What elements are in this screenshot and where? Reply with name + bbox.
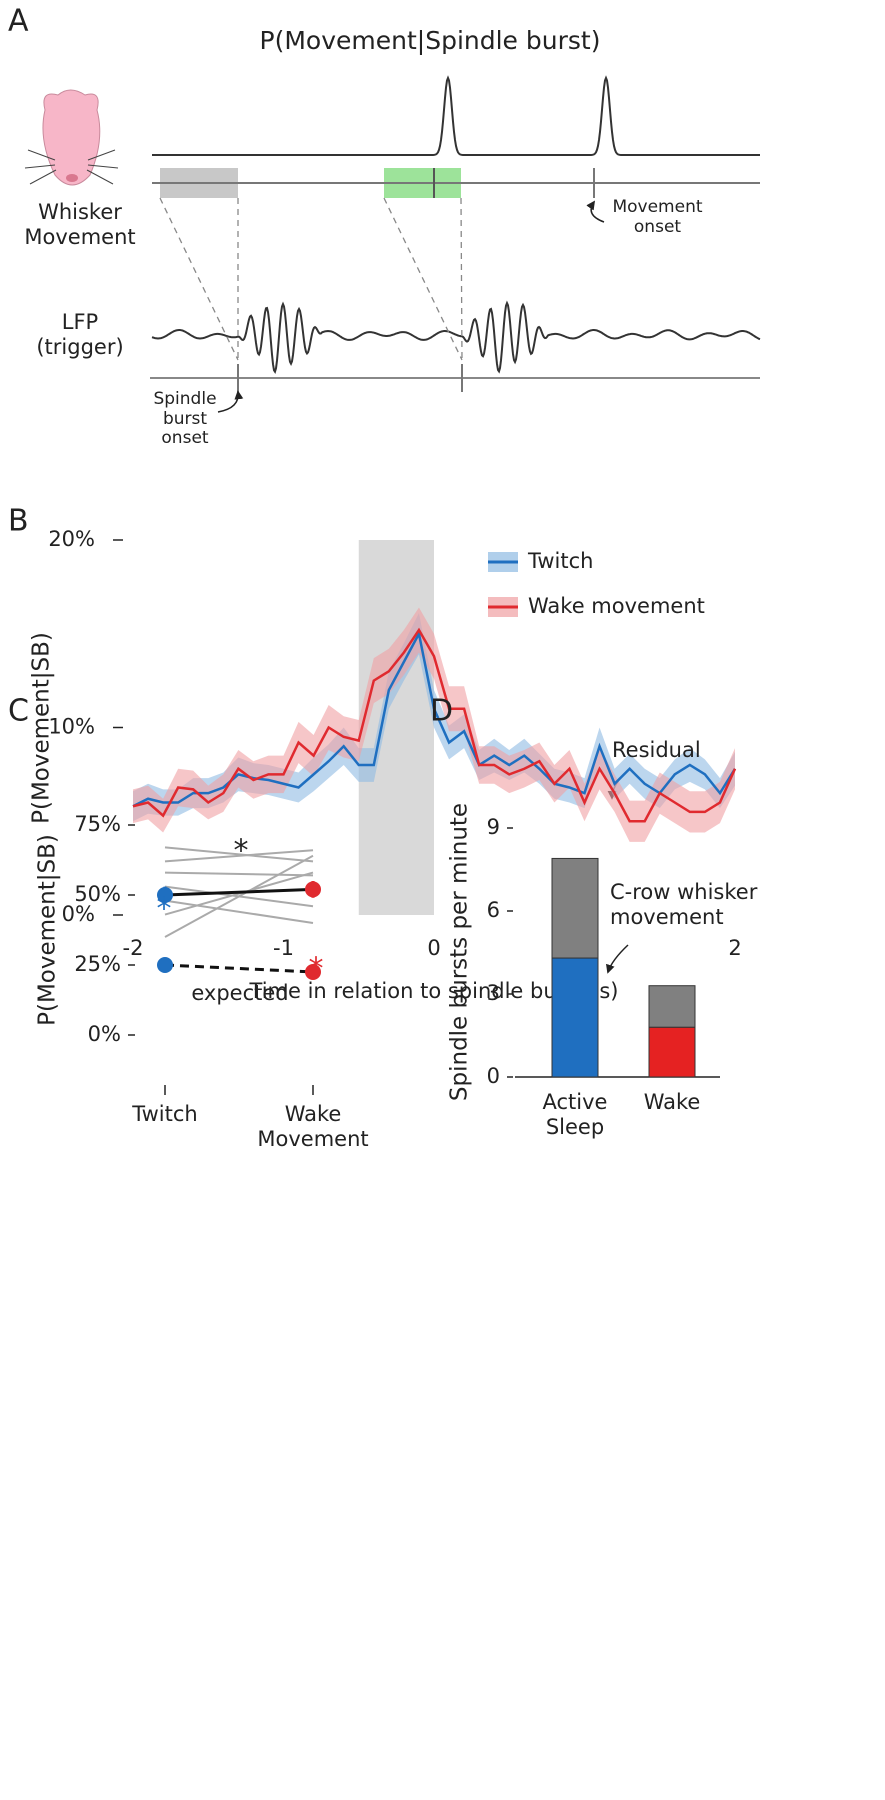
mean-dot bbox=[157, 887, 173, 903]
y-tick-label: 20% bbox=[48, 527, 95, 551]
y-tick-label: 50% bbox=[74, 882, 121, 906]
significance-star: * bbox=[157, 892, 172, 927]
x-tick-label: Wake bbox=[643, 1090, 701, 1114]
panel-label: B bbox=[8, 504, 29, 539]
legend-label: Wake movement bbox=[528, 594, 705, 618]
bar-segment bbox=[551, 957, 599, 1078]
y-axis-label: P(Movement|SB) bbox=[29, 632, 55, 824]
legend-label: Twitch bbox=[527, 549, 593, 573]
lfp-label: LFP (trigger) bbox=[36, 310, 124, 360]
individual-pair bbox=[164, 899, 314, 924]
y-tick-label: 25% bbox=[74, 952, 121, 976]
bar-segment bbox=[648, 1026, 696, 1078]
individual-pair bbox=[164, 849, 314, 863]
zoom-lines bbox=[159, 197, 463, 361]
y-tick-label: 6 bbox=[487, 898, 500, 922]
movement-onset-label: Movement onset bbox=[612, 197, 703, 237]
lfp-trace bbox=[151, 300, 761, 375]
x-tick-label: 0 bbox=[427, 936, 440, 960]
x-tick-label: 2 bbox=[728, 936, 741, 960]
series-label: Residual bbox=[612, 738, 701, 762]
panel-label: A bbox=[8, 4, 29, 39]
y-axis-label: P(Movement|SB) bbox=[35, 834, 61, 1026]
x-tick-label: -2 bbox=[123, 936, 144, 960]
y-tick-label: 10% bbox=[48, 715, 95, 739]
bar-segment bbox=[648, 985, 696, 1028]
y-tick-label: 0% bbox=[62, 902, 95, 926]
y-tick-label: 0% bbox=[88, 1022, 121, 1046]
x-tick-label: Twitch bbox=[132, 1102, 198, 1126]
y-tick-label: 75% bbox=[74, 812, 121, 836]
connector bbox=[164, 963, 314, 974]
series-label: C-row whisker movement bbox=[610, 880, 758, 930]
arrow bbox=[586, 200, 605, 223]
probability-trace bbox=[152, 75, 760, 156]
connector bbox=[164, 887, 314, 897]
significance-star: * bbox=[234, 834, 249, 869]
x-tick-label: -1 bbox=[273, 936, 294, 960]
whisker-label: Whisker Movement bbox=[24, 200, 136, 250]
panel-label: C bbox=[8, 694, 29, 729]
x-tick-label: Active Sleep bbox=[542, 1090, 608, 1140]
spindle-onset-label: Spindle burst onset bbox=[153, 389, 217, 449]
mean-dot bbox=[305, 881, 321, 898]
shaded-window bbox=[358, 540, 434, 915]
individual-pair bbox=[164, 846, 314, 863]
y-tick-label: 9 bbox=[487, 815, 500, 839]
panel-title: P(Movement|Spindle burst) bbox=[260, 26, 601, 55]
series-line bbox=[132, 627, 737, 823]
annotation: expected bbox=[191, 981, 288, 1005]
arrow bbox=[606, 944, 629, 974]
y-axis-label: Spindle bursts per minute bbox=[447, 803, 473, 1101]
bar-segment bbox=[551, 857, 599, 959]
significance-star: * bbox=[309, 952, 324, 987]
x-tick-label: Wake Movement bbox=[257, 1102, 369, 1152]
mean-dot bbox=[157, 957, 173, 973]
panel-label: D bbox=[430, 694, 453, 729]
individual-pair bbox=[164, 854, 314, 938]
y-tick-label: 0 bbox=[487, 1064, 500, 1088]
mouse-icon bbox=[24, 89, 119, 186]
mean-dot bbox=[305, 964, 321, 980]
individual-pair bbox=[164, 871, 314, 877]
y-tick-label: 3 bbox=[487, 981, 500, 1005]
arrow bbox=[217, 390, 244, 413]
